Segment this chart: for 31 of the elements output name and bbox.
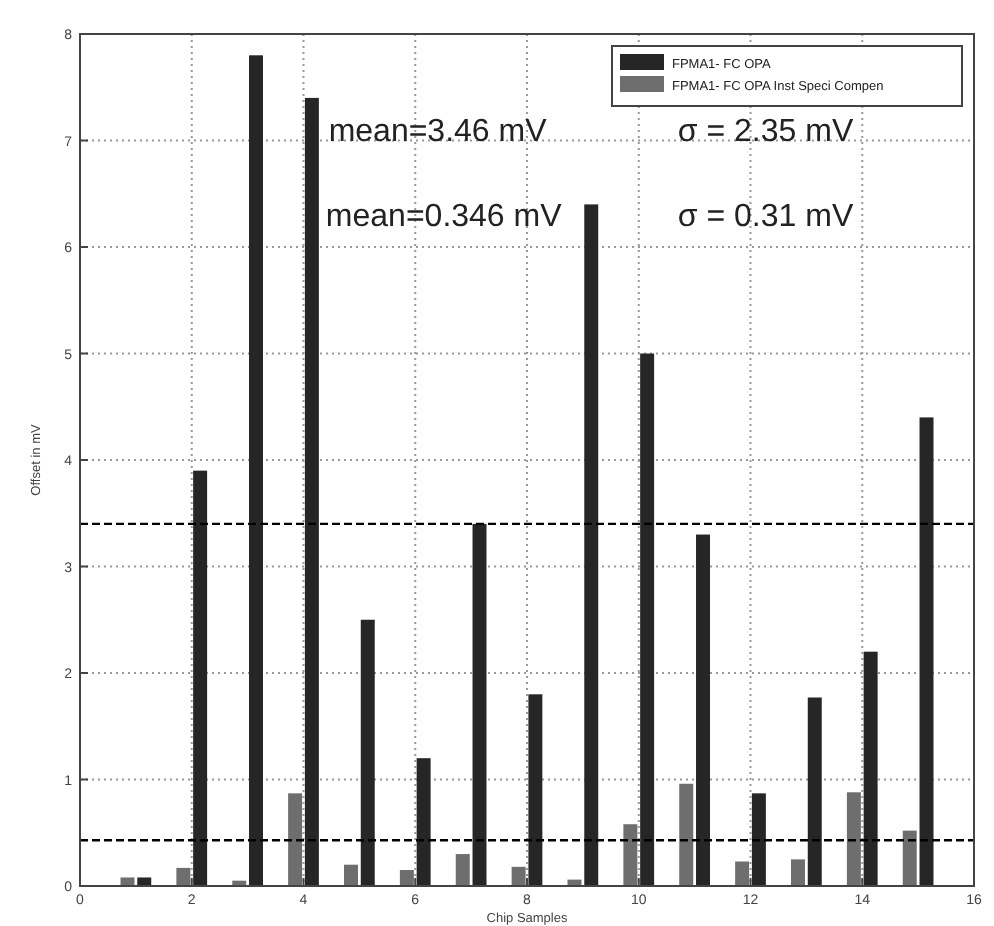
bar [360, 619, 375, 886]
bar [919, 417, 934, 886]
bar [511, 866, 526, 886]
bar [679, 783, 694, 886]
bar [288, 793, 303, 886]
bar [584, 204, 599, 886]
bar [399, 870, 414, 886]
bar [137, 877, 152, 886]
bar [528, 694, 543, 886]
bar [416, 758, 431, 886]
bar [193, 470, 208, 886]
bar [807, 697, 822, 886]
bar [735, 861, 750, 886]
bar [902, 830, 917, 886]
annotation: mean=0.346 mV [325, 199, 563, 234]
bar [863, 651, 878, 886]
annotation: mean=3.46 mV [328, 114, 548, 149]
bar [304, 97, 319, 886]
bar [640, 353, 655, 886]
bar [623, 824, 638, 886]
annotation: σ = 2.35 mV [677, 114, 854, 149]
bar [472, 523, 487, 886]
bar [344, 864, 358, 886]
bar [176, 867, 191, 886]
bar [455, 854, 470, 886]
bar [249, 55, 263, 886]
bar [751, 793, 766, 886]
bar [696, 534, 710, 886]
bar [791, 859, 805, 886]
bar [846, 792, 861, 886]
annotation: σ = 0.31 mV [677, 199, 854, 234]
